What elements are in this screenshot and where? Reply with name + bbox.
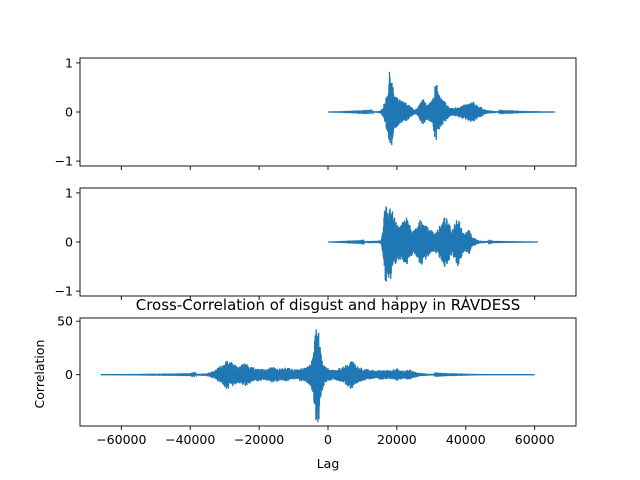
series-line bbox=[100, 329, 535, 423]
y-tick-label: −1 bbox=[55, 154, 73, 169]
series-line bbox=[328, 206, 538, 282]
subplots: −1 0 1 −1 0 1 −60000 −40000 −20000 0 20000 40000 600… bbox=[55, 55, 577, 447]
y-tick-label: 1 bbox=[65, 185, 73, 200]
x-tick-label: 60000 bbox=[515, 432, 555, 447]
y-tick-label: −1 bbox=[55, 284, 73, 299]
x-tick-label: 0 bbox=[324, 432, 332, 447]
series-line bbox=[328, 71, 556, 146]
subplot-1: −1 0 1 bbox=[55, 55, 577, 170]
x-tick-label: −60000 bbox=[96, 432, 146, 447]
y-tick-label: 50 bbox=[57, 314, 73, 329]
y-tick-label: 1 bbox=[65, 55, 73, 70]
y-tick-label: 0 bbox=[65, 367, 73, 382]
panel-3-title: Cross-Correlation of disgust and happy i… bbox=[136, 296, 521, 314]
subplot-2: −1 0 1 bbox=[55, 185, 577, 300]
panel-3-y-axis-label: Correlation bbox=[32, 340, 47, 409]
y-tick-label: 0 bbox=[65, 105, 73, 120]
panel-3-x-axis-label: Lag bbox=[317, 456, 340, 471]
y-tick-label: 0 bbox=[65, 235, 73, 250]
x-tick-label: −40000 bbox=[165, 432, 215, 447]
subplot-3: −60000 −40000 −20000 0 20000 40000 60000 0 50 bbox=[57, 314, 577, 447]
x-tick-label: 40000 bbox=[446, 432, 486, 447]
x-tick-label: 20000 bbox=[377, 432, 417, 447]
x-tick-label: −20000 bbox=[234, 432, 284, 447]
